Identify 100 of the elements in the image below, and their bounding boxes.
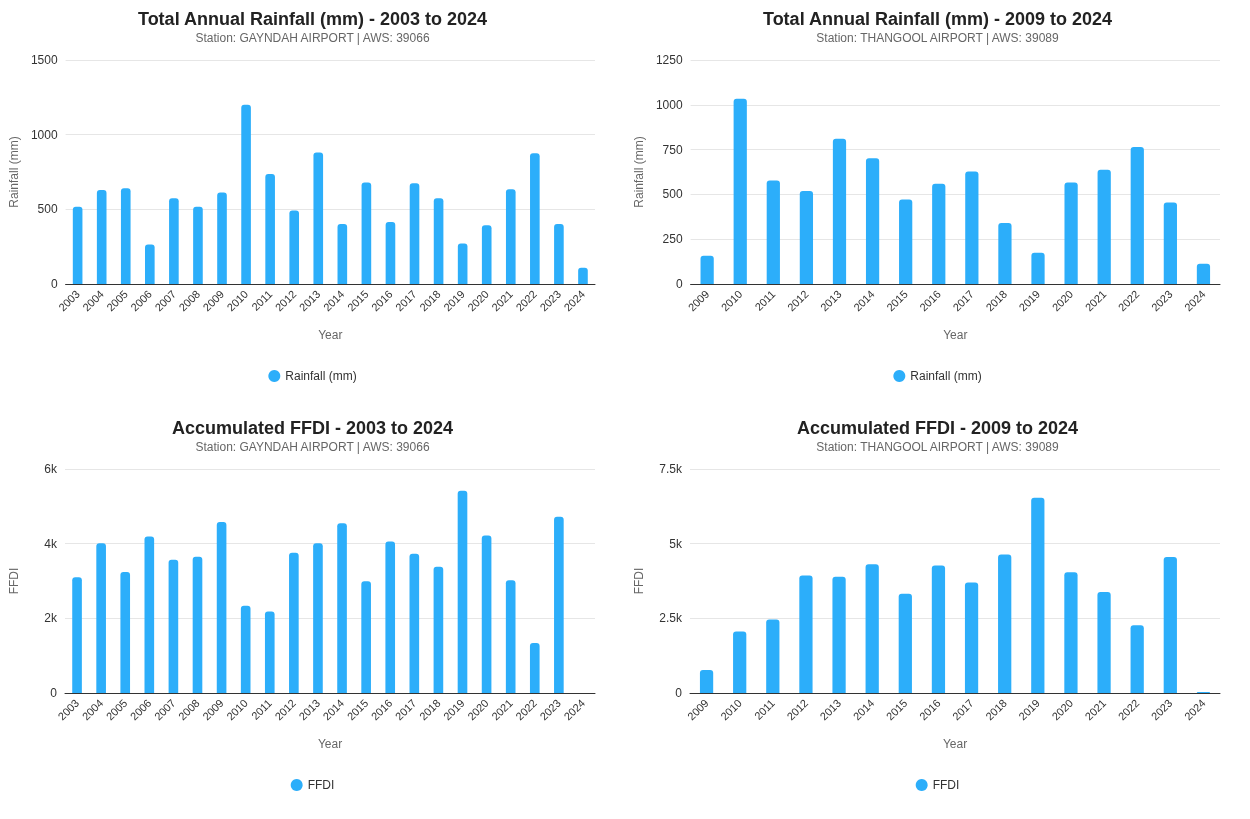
- bar: [898, 593, 912, 693]
- y-tick-label: 1250: [655, 53, 683, 67]
- y-tick-label: 4k: [44, 536, 58, 551]
- bar: [313, 543, 323, 693]
- bar: [766, 180, 780, 284]
- bar: [832, 576, 846, 693]
- chart-title: Total Annual Rainfall (mm) - 2003 to 2024: [137, 9, 488, 29]
- bar: [1196, 263, 1211, 284]
- bar: [832, 138, 847, 284]
- legend-label: FFDI: [307, 778, 335, 792]
- y-tick-label: 250: [662, 232, 683, 247]
- legend-label: FFDI: [932, 778, 960, 792]
- bar: [265, 173, 275, 284]
- bar: [481, 225, 492, 284]
- bar: [1130, 147, 1144, 284]
- bar: [865, 564, 879, 693]
- bar: [289, 552, 299, 693]
- y-tick-label: 1000: [30, 127, 58, 142]
- bar: [865, 158, 880, 284]
- bar: [1031, 497, 1045, 693]
- chart-title: Total Annual Rainfall (mm) - 2009 to 2024: [762, 9, 1113, 29]
- bar: [120, 572, 131, 693]
- bar: [931, 565, 946, 693]
- bar: [72, 577, 82, 693]
- bar: [481, 535, 492, 693]
- y-tick-label: 0: [675, 686, 683, 700]
- bar: [337, 523, 347, 693]
- bar: [1097, 592, 1111, 693]
- bar: [1163, 202, 1177, 284]
- bar: [700, 255, 714, 284]
- bar: [385, 222, 396, 284]
- bar: [457, 243, 468, 284]
- bar: [193, 206, 203, 284]
- bar: [168, 559, 179, 693]
- y-tick-label: 2.5k: [659, 611, 683, 626]
- bar: [120, 188, 131, 284]
- bar: [998, 223, 1012, 284]
- bar: [241, 104, 251, 284]
- x-axis-title: Year: [943, 328, 968, 342]
- y-tick-label: 5k: [669, 536, 683, 551]
- bar: [964, 582, 979, 693]
- bar: [289, 210, 300, 284]
- y-tick-label: 2k: [44, 611, 58, 626]
- bar: [529, 642, 540, 693]
- bar: [1097, 169, 1111, 284]
- chart-subtitle: Station: GAYNDAH AIRPORT | AWS: 39066: [195, 31, 430, 45]
- bar: [145, 244, 155, 284]
- bar: [169, 198, 179, 284]
- bar: [766, 619, 780, 693]
- bar: [240, 605, 251, 693]
- bar: [264, 611, 275, 693]
- y-tick-label: 750: [662, 142, 683, 157]
- bar: [216, 522, 227, 693]
- chart-subtitle: Station: THANGOOL AIRPORT | AWS: 39089: [816, 31, 1059, 45]
- bar: [932, 183, 946, 284]
- bar: [313, 152, 324, 284]
- bar: [192, 556, 203, 693]
- bar: [385, 541, 396, 693]
- y-tick-label: 500: [37, 202, 58, 217]
- y-axis-title: Rainfall (mm): [7, 136, 21, 208]
- bar: [505, 189, 516, 284]
- bar: [433, 198, 444, 284]
- bar: [578, 267, 588, 284]
- bar: [1064, 572, 1078, 693]
- y-axis-title: Rainfall (mm): [632, 136, 646, 208]
- y-tick-label: 7.5k: [659, 462, 683, 476]
- y-tick-label: 1000: [655, 97, 683, 112]
- y-axis-title: FFDI: [7, 567, 21, 595]
- bar: [899, 199, 913, 284]
- bar: [1130, 625, 1144, 693]
- bar: [96, 190, 107, 284]
- bar: [530, 153, 540, 284]
- x-axis-title: Year: [317, 737, 343, 751]
- bar: [409, 553, 420, 693]
- chart-subtitle: Station: THANGOOL AIRPORT | AWS: 39089: [816, 440, 1059, 454]
- bar: [96, 543, 106, 693]
- y-tick-label: 6k: [44, 462, 58, 476]
- bar: [965, 171, 979, 284]
- y-tick-label: 0: [675, 277, 683, 291]
- bar: [733, 631, 747, 693]
- x-axis-title: Year: [318, 328, 343, 342]
- bar: [337, 223, 348, 284]
- bar: [361, 182, 372, 284]
- legend-label: Rainfall (mm): [910, 369, 982, 383]
- chart-title: Accumulated FFDI - 2003 to 2024: [171, 418, 454, 438]
- bar: [1064, 182, 1078, 284]
- chart-subtitle: Station: GAYNDAH AIRPORT | AWS: 39066: [195, 440, 430, 454]
- x-axis-title: Year: [942, 737, 968, 751]
- bar: [554, 223, 564, 284]
- bar: [699, 669, 714, 693]
- bar: [72, 206, 83, 284]
- bar: [433, 566, 444, 693]
- bar: [217, 192, 227, 284]
- y-tick-label: 1500: [30, 53, 58, 67]
- bar: [554, 516, 564, 693]
- y-tick-label: 0: [50, 686, 58, 700]
- bar: [1163, 557, 1177, 693]
- bar: [457, 490, 468, 693]
- bar: [361, 581, 371, 693]
- legend-label: Rainfall (mm): [285, 369, 357, 383]
